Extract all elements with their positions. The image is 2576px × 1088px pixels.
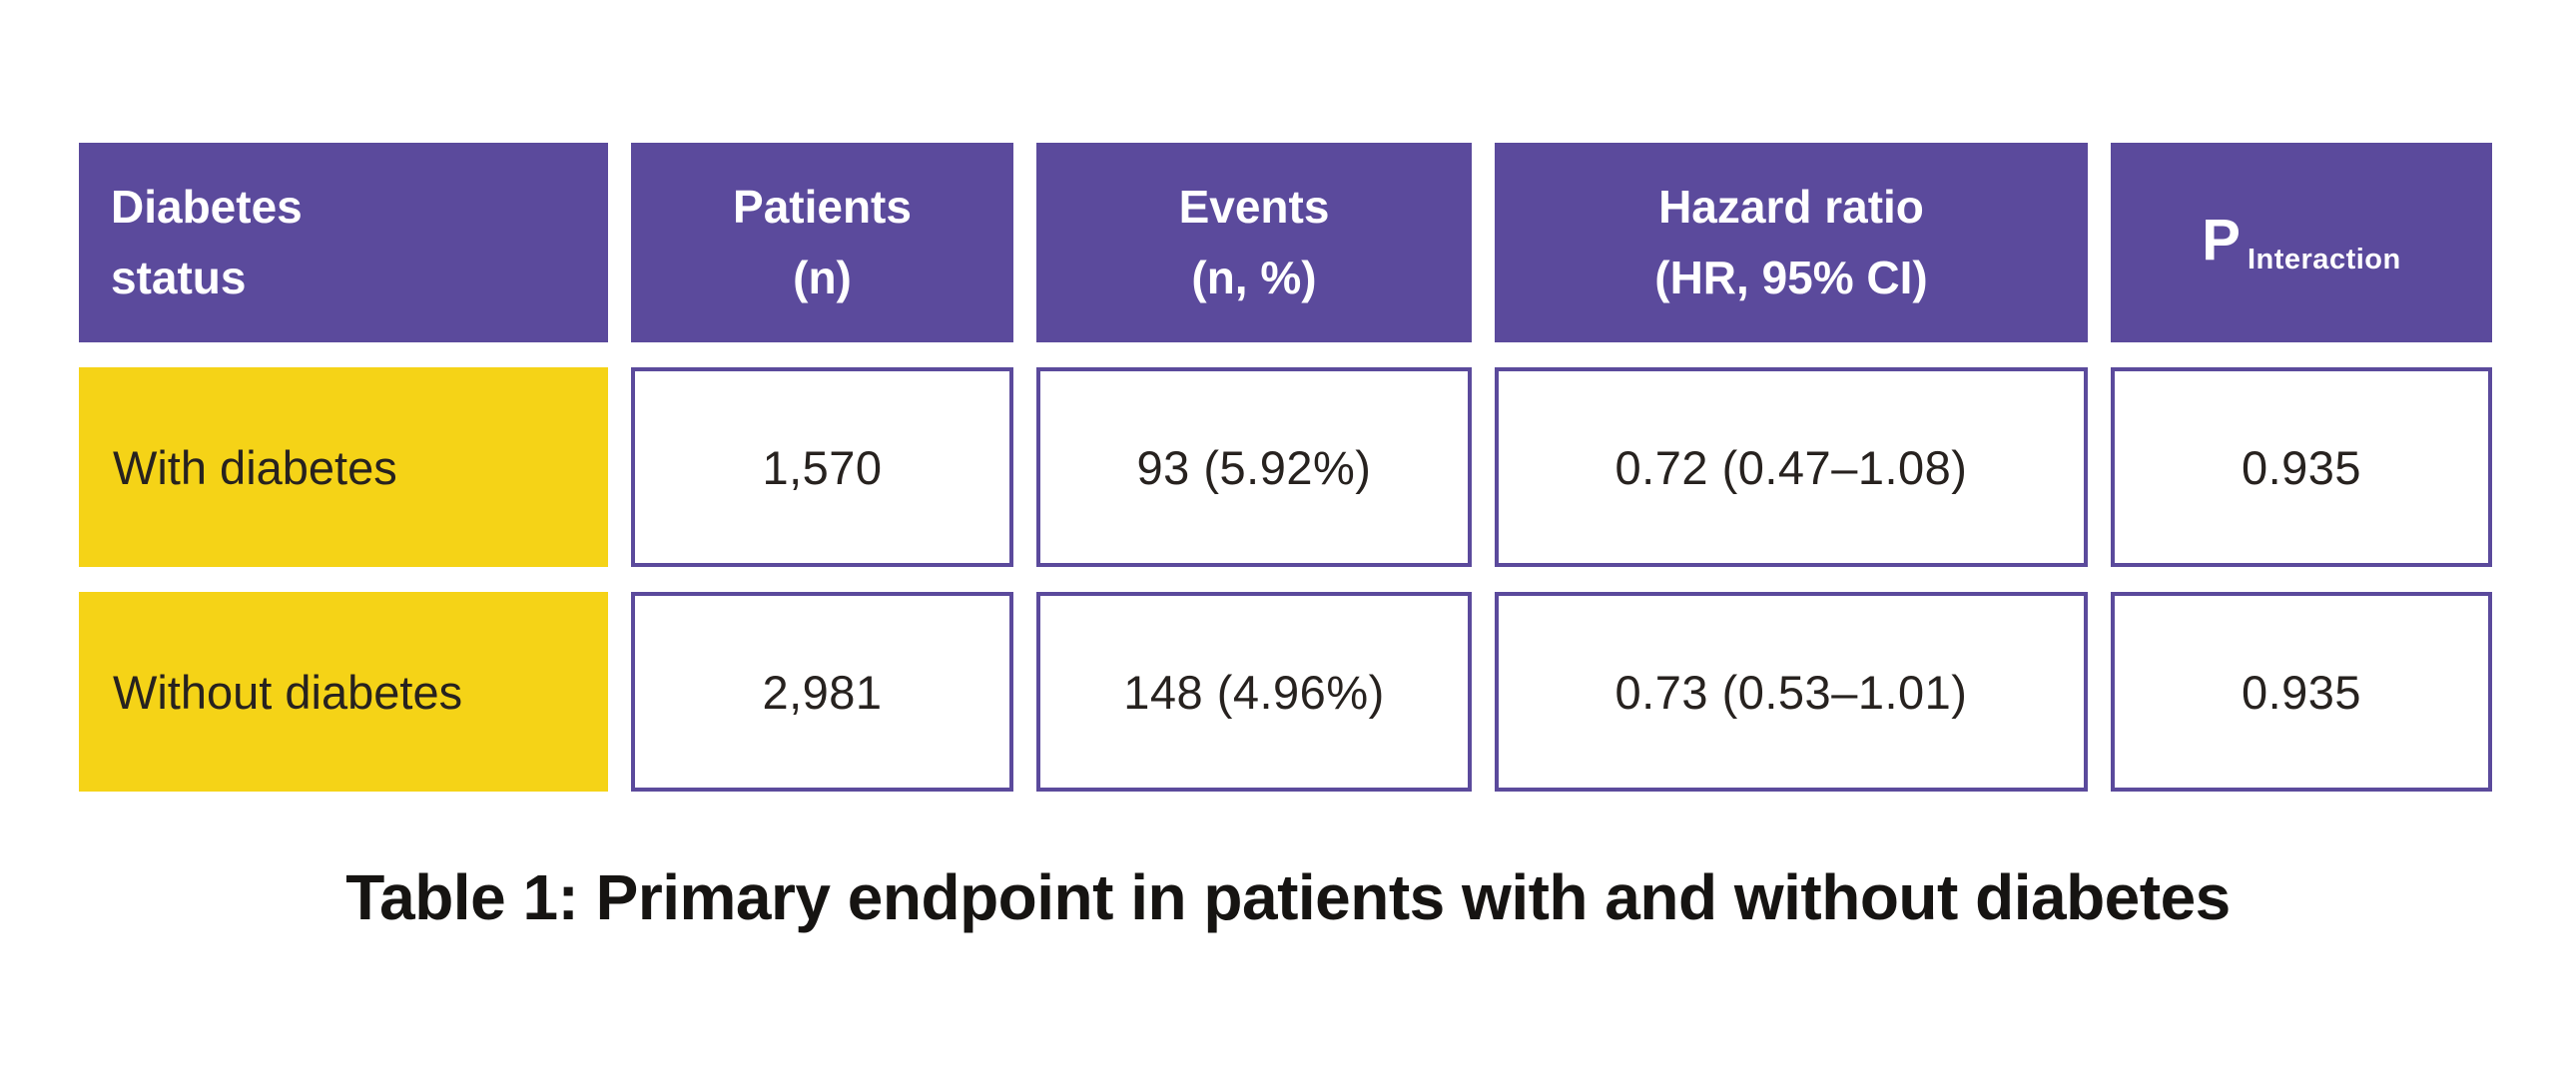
cell-without-diabetes-patients: 2,981 <box>631 592 1013 792</box>
cell-with-diabetes-patients: 1,570 <box>631 367 1013 567</box>
p-symbol: P <box>2202 207 2241 272</box>
cell-without-diabetes-events: 148 (4.96%) <box>1036 592 1472 792</box>
column-header-hazard-ratio: Hazard ratio (HR, 95% CI) <box>1495 143 2088 342</box>
row-label-without-diabetes: Without diabetes <box>79 592 608 792</box>
header-line: (n) <box>793 252 852 303</box>
header-line: Patients <box>733 180 912 233</box>
header-line: Events <box>1178 180 1330 233</box>
header-line: Hazard ratio <box>1658 180 1924 233</box>
column-header-diabetes-status: Diabetes status <box>79 143 608 342</box>
column-header-patients: Patients (n) <box>631 143 1013 342</box>
cell-without-diabetes-p-interaction: 0.935 <box>2111 592 2492 792</box>
p-subscript: Interaction <box>2247 243 2401 275</box>
cell-with-diabetes-p-interaction: 0.935 <box>2111 367 2492 567</box>
cell-with-diabetes-hazard-ratio: 0.72 (0.47–1.08) <box>1495 367 2088 567</box>
column-header-p-interaction: P Interaction <box>2111 143 2492 342</box>
column-header-events: Events (n, %) <box>1036 143 1472 342</box>
header-line: (n, %) <box>1191 252 1317 303</box>
header-line: Diabetes <box>111 180 303 233</box>
header-line: (HR, 95% CI) <box>1654 252 1928 303</box>
p-interaction-label: P Interaction <box>2202 207 2401 275</box>
table-caption: Table 1: Primary endpoint in patients wi… <box>345 861 2231 933</box>
primary-endpoint-table: Diabetes status Patients (n) Events (n, … <box>79 143 2492 792</box>
row-label-with-diabetes: With diabetes <box>79 367 608 567</box>
cell-with-diabetes-events: 93 (5.92%) <box>1036 367 1472 567</box>
header-line: status <box>111 252 247 303</box>
cell-without-diabetes-hazard-ratio: 0.73 (0.53–1.01) <box>1495 592 2088 792</box>
